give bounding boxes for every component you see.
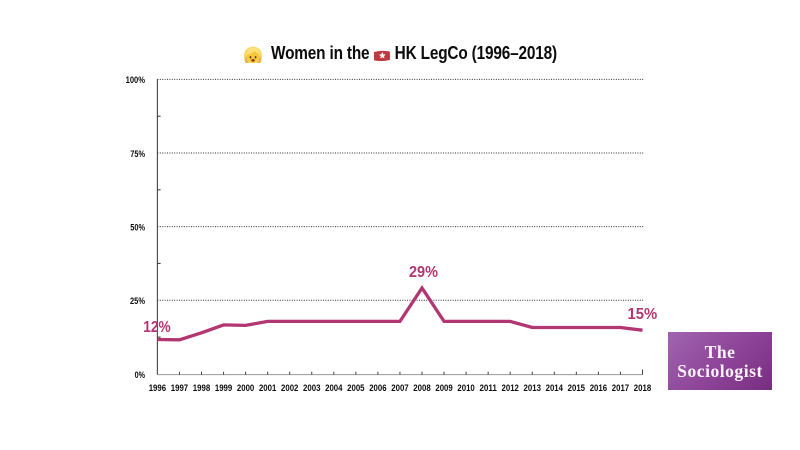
svg-text:2008: 2008 — [413, 383, 430, 393]
svg-text:2010: 2010 — [457, 383, 474, 393]
svg-text:2016: 2016 — [590, 383, 607, 393]
svg-text:12%: 12% — [143, 319, 170, 336]
svg-text:2013: 2013 — [524, 383, 541, 393]
svg-text:0%: 0% — [135, 370, 145, 380]
svg-text:2000: 2000 — [237, 383, 254, 393]
svg-text:2017: 2017 — [612, 383, 629, 393]
svg-text:2014: 2014 — [546, 383, 564, 393]
svg-text:2012: 2012 — [502, 383, 519, 393]
svg-text:1998: 1998 — [193, 383, 210, 393]
svg-text:2015: 2015 — [568, 383, 585, 393]
svg-text:2005: 2005 — [347, 383, 364, 393]
svg-text:15%: 15% — [627, 306, 657, 323]
svg-text:29%: 29% — [409, 264, 438, 281]
svg-text:2002: 2002 — [281, 383, 298, 393]
svg-text:2009: 2009 — [435, 383, 452, 393]
svg-text:2003: 2003 — [303, 383, 320, 393]
svg-text:2004: 2004 — [325, 383, 343, 393]
svg-text:2018: 2018 — [634, 383, 651, 393]
svg-text:1997: 1997 — [171, 383, 188, 393]
svg-text:2001: 2001 — [259, 383, 276, 393]
svg-text:25%: 25% — [130, 296, 145, 306]
svg-text:2007: 2007 — [391, 383, 408, 393]
svg-text:2011: 2011 — [479, 383, 496, 393]
svg-text:75%: 75% — [130, 149, 145, 159]
svg-text:2006: 2006 — [369, 383, 386, 393]
svg-text:1999: 1999 — [215, 383, 232, 393]
svg-text:1996: 1996 — [149, 383, 166, 393]
svg-text:50%: 50% — [130, 222, 145, 232]
svg-text:100%: 100% — [126, 75, 145, 85]
